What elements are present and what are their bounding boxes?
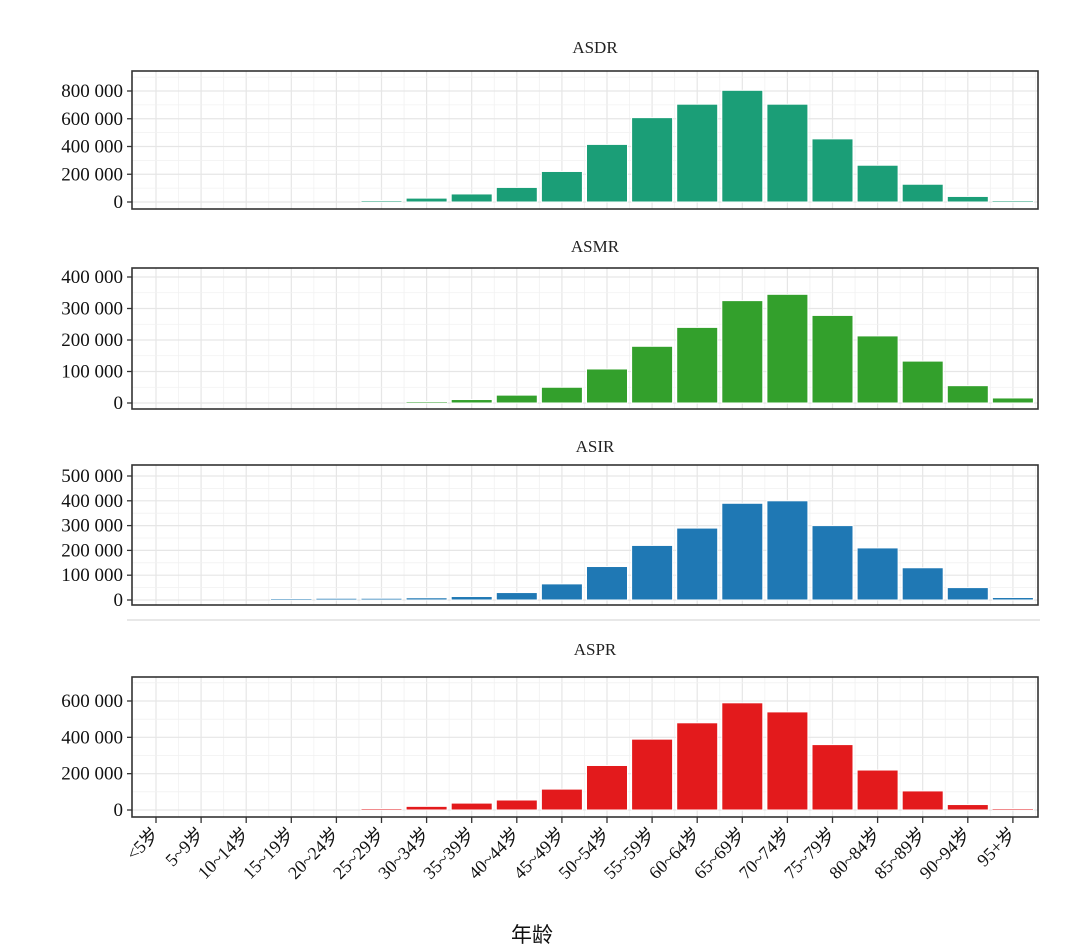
panel-title: ASDR: [572, 38, 618, 57]
bar-asmr-9: [540, 386, 583, 404]
bar-aspr-16: [856, 769, 899, 811]
bar-asir-12: [676, 527, 719, 601]
y-tick-label: 0: [114, 393, 124, 414]
panel-border: [131, 267, 1039, 410]
y-tick-label: 0: [114, 192, 124, 213]
x-tick-label: 95+岁: [973, 824, 1020, 871]
bar-asmr-18: [946, 385, 989, 404]
bar-asmr-11: [631, 345, 674, 404]
bar-aspr-9: [540, 788, 583, 811]
bar-asir-4: [315, 597, 358, 601]
chart-panel-asir: 0 100 000 200 000 300 000 400 000 500 000 ASIR: [61, 437, 1039, 611]
bar-asir-14: [766, 500, 809, 601]
shared-x-axis: <5岁5~9岁10~14岁15~19岁20~24岁25~29岁30~34岁35~…: [122, 817, 1020, 883]
y-tick-label: 600 000: [61, 109, 123, 130]
bar-aspr-15: [811, 744, 854, 811]
chart-panel-aspr: 0 200 000 400 000 600 000 ASPR: [61, 640, 1039, 821]
bar-asmr-16: [856, 335, 899, 404]
bar-asir-6: [405, 597, 448, 601]
bar-aspr-5: [360, 808, 403, 811]
bar-asmr-10: [586, 368, 628, 404]
bar-asdr-12: [676, 103, 719, 203]
bar-asir-13: [721, 502, 764, 601]
bar-aspr-7: [450, 802, 493, 811]
bar-asdr-6: [405, 197, 448, 203]
bar-asdr-18: [946, 195, 989, 203]
bar-aspr-14: [766, 711, 809, 811]
panel-border: [131, 676, 1039, 818]
bar-asdr-10: [586, 143, 628, 203]
y-tick-label: 100 000: [61, 565, 123, 586]
bar-asdr-17: [901, 183, 944, 203]
panel-border: [131, 464, 1039, 606]
bar-aspr-11: [631, 738, 674, 811]
bar-asmr-13: [721, 300, 764, 404]
y-tick-label: 200 000: [61, 540, 123, 561]
bar-asmr-19: [991, 397, 1034, 404]
y-tick-label: 400 000: [61, 137, 123, 158]
y-tick-label: 300 000: [61, 299, 123, 320]
panel-title: ASPR: [574, 640, 617, 659]
bar-asdr-14: [766, 103, 809, 203]
bar-asir-17: [901, 567, 944, 601]
bar-asdr-11: [631, 117, 674, 203]
x-tick-label: <5岁: [122, 824, 162, 864]
chart-panel-asmr: 0 100 000 200 000 300 000 400 000 ASMR: [61, 237, 1039, 414]
bar-aspr-19: [991, 808, 1034, 811]
bar-asir-7: [450, 596, 493, 601]
y-tick-label: 100 000: [61, 362, 123, 383]
bar-asmr-12: [676, 326, 719, 404]
bar-asmr-15: [811, 314, 854, 404]
bar-asdr-13: [721, 89, 764, 203]
chart-panel-asdr: 0 200 000 400 000 600 000 800 000 ASDR: [61, 38, 1039, 213]
bar-asdr-16: [856, 164, 899, 203]
bar-aspr-8: [495, 799, 538, 811]
bar-asdr-5: [360, 200, 403, 203]
bar-asmr-7: [450, 399, 493, 404]
bar-asir-18: [946, 587, 989, 601]
bar-aspr-12: [676, 722, 719, 811]
bar-asmr-8: [495, 394, 538, 404]
bar-asir-11: [631, 544, 674, 601]
bar-asir-16: [856, 547, 899, 601]
bar-asdr-8: [495, 186, 538, 203]
y-tick-label: 200 000: [61, 764, 123, 785]
y-tick-label: 400 000: [61, 727, 123, 748]
y-tick-label: 0: [114, 800, 124, 821]
bar-asdr-9: [540, 170, 583, 203]
bar-asdr-19: [991, 200, 1034, 203]
panel-border: [131, 70, 1039, 210]
bar-aspr-17: [901, 790, 944, 811]
y-tick-label: 400 000: [61, 267, 123, 288]
x-tick-label: 90~94岁: [915, 824, 974, 883]
bar-asdr-7: [450, 193, 493, 203]
y-tick-label: 200 000: [61, 164, 123, 185]
panel-title: ASIR: [576, 437, 615, 456]
bar-asmr-14: [766, 293, 809, 404]
bar-asir-19: [991, 597, 1034, 601]
y-tick-label: 0: [114, 590, 124, 611]
y-tick-label: 600 000: [61, 691, 123, 712]
bar-aspr-13: [721, 702, 764, 811]
x-axis-label: 年龄: [511, 923, 553, 947]
bar-aspr-18: [946, 804, 989, 811]
bar-asir-9: [540, 583, 583, 601]
bar-aspr-6: [405, 805, 448, 811]
bar-asmr-17: [901, 360, 944, 404]
bar-asir-3: [270, 598, 313, 601]
bar-asir-5: [360, 597, 403, 601]
y-tick-label: 500 000: [61, 466, 123, 487]
bar-asdr-15: [811, 138, 854, 203]
bar-asir-15: [811, 525, 854, 601]
y-tick-label: 300 000: [61, 516, 123, 537]
panel-title: ASMR: [571, 237, 620, 256]
y-tick-label: 200 000: [61, 330, 123, 351]
bar-asmr-6: [405, 401, 448, 404]
y-tick-label: 800 000: [61, 81, 123, 102]
bar-asir-10: [586, 566, 628, 601]
y-tick-label: 400 000: [61, 491, 123, 512]
bar-aspr-10: [586, 764, 628, 811]
bar-asir-8: [495, 592, 538, 601]
